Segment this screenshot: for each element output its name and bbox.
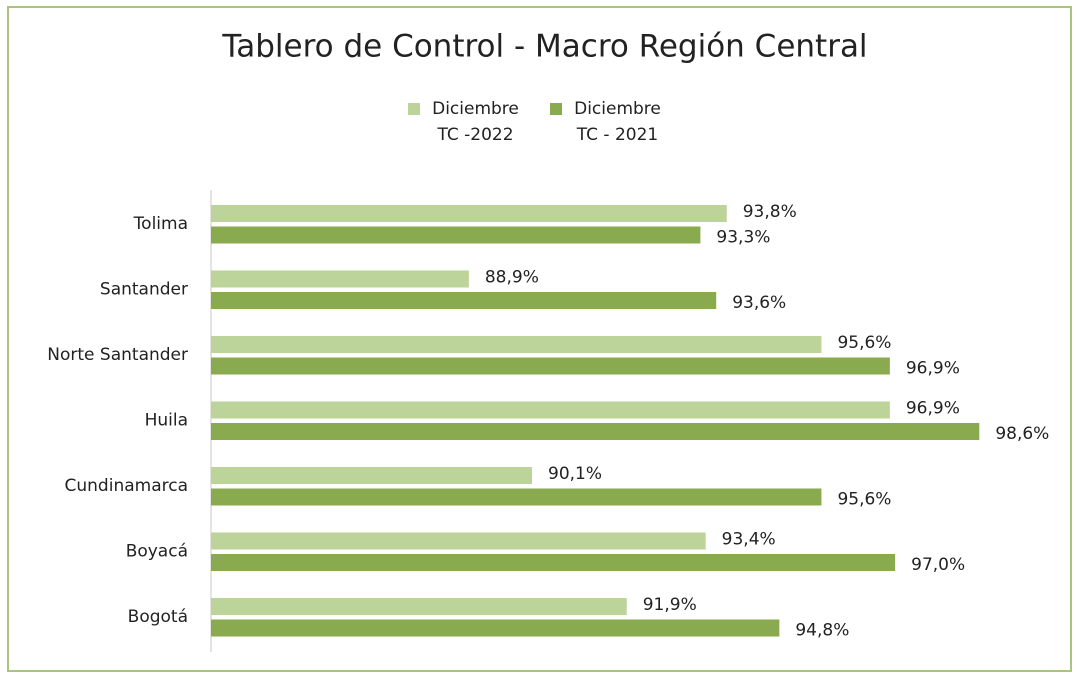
data-label: 97,0% [911, 555, 965, 575]
data-label: 98,6% [995, 424, 1049, 444]
data-label: 94,8% [795, 621, 849, 641]
legend-swatch [407, 103, 420, 115]
bar [211, 401, 890, 419]
data-label: 95,6% [837, 490, 891, 510]
bar [211, 357, 890, 375]
legend-swatch [549, 103, 562, 115]
y-tick-label: Huila [145, 411, 188, 431]
bar [211, 554, 896, 571]
bar [211, 270, 469, 288]
legend-label: Diciembre TC - 2021 [574, 99, 661, 145]
data-label: 88,9% [485, 268, 539, 288]
bar [211, 226, 701, 244]
legend-item: Diciembre TC -2022 [407, 96, 528, 148]
data-label: 93,3% [716, 228, 770, 248]
bar [211, 423, 980, 440]
chart-frame [7, 6, 1072, 672]
data-label: 96,9% [906, 399, 960, 419]
data-label: 91,9% [643, 595, 697, 615]
data-label: 95,6% [837, 333, 891, 353]
bar [211, 205, 727, 222]
data-label: 90,1% [548, 464, 602, 484]
data-label: 93,4% [722, 530, 776, 550]
legend: Diciembre TC -2022 Diciembre TC - 2021 [0, 96, 1077, 148]
bar [211, 532, 706, 550]
bar [211, 467, 533, 484]
y-tick-label: Santander [100, 280, 188, 300]
bar [211, 336, 822, 353]
y-tick-label: Norte Santander [47, 345, 188, 365]
data-label: 93,6% [732, 293, 786, 313]
legend-label: Diciembre TC -2022 [432, 99, 519, 145]
bar [211, 292, 717, 309]
y-tick-label: Cundinamarca [65, 476, 188, 496]
data-label: 96,9% [906, 359, 960, 379]
legend-item: Diciembre TC - 2021 [549, 96, 670, 148]
bar [211, 598, 627, 615]
y-tick-label: Boyacá [126, 542, 188, 562]
data-label: 93,8% [743, 202, 797, 222]
y-tick-label: Bogotá [128, 607, 188, 627]
y-tick-label: Tolima [133, 214, 188, 234]
bar [211, 619, 780, 637]
chart-title: Tablero de Control - Macro Región Centra… [221, 29, 867, 65]
bar [211, 488, 822, 506]
